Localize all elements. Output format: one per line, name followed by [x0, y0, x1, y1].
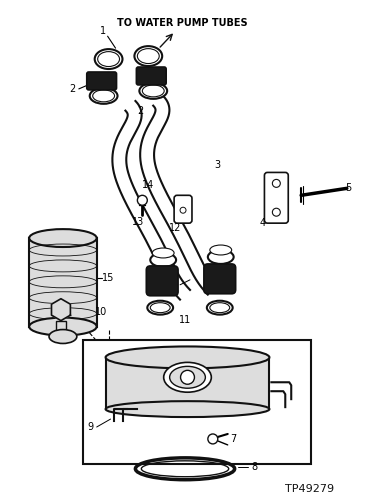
- Text: 5: 5: [346, 184, 352, 194]
- Bar: [106, 358, 269, 409]
- Text: 4: 4: [259, 218, 265, 228]
- Circle shape: [180, 207, 186, 213]
- Polygon shape: [52, 298, 70, 320]
- FancyBboxPatch shape: [174, 196, 192, 223]
- Ellipse shape: [147, 300, 173, 314]
- Ellipse shape: [98, 52, 120, 66]
- Ellipse shape: [137, 48, 159, 64]
- Text: 6: 6: [170, 280, 176, 290]
- Bar: [83, 340, 311, 464]
- Ellipse shape: [106, 401, 269, 417]
- Text: 2: 2: [137, 106, 144, 116]
- Ellipse shape: [29, 229, 97, 247]
- Text: 7: 7: [230, 434, 237, 444]
- Text: 15: 15: [102, 273, 115, 283]
- Text: 9: 9: [88, 422, 94, 432]
- Ellipse shape: [29, 318, 97, 336]
- Ellipse shape: [210, 302, 230, 312]
- Text: 13: 13: [132, 217, 144, 227]
- FancyBboxPatch shape: [264, 172, 288, 223]
- FancyBboxPatch shape: [146, 266, 178, 296]
- Circle shape: [272, 180, 280, 188]
- Ellipse shape: [150, 253, 176, 267]
- Text: 3: 3: [215, 160, 221, 170]
- Ellipse shape: [93, 90, 115, 102]
- Text: 1: 1: [100, 26, 106, 36]
- Circle shape: [180, 370, 194, 384]
- Circle shape: [137, 196, 147, 205]
- Ellipse shape: [152, 248, 174, 258]
- Ellipse shape: [170, 366, 205, 388]
- Bar: [29, 238, 97, 326]
- Ellipse shape: [106, 346, 269, 368]
- Circle shape: [272, 208, 280, 216]
- Bar: [56, 320, 66, 336]
- Text: 8: 8: [252, 462, 258, 472]
- Circle shape: [208, 434, 218, 444]
- Text: 11: 11: [179, 314, 191, 324]
- Text: 14: 14: [142, 180, 155, 190]
- Text: TO WATER PUMP TUBES: TO WATER PUMP TUBES: [117, 18, 247, 28]
- Ellipse shape: [90, 88, 118, 104]
- Ellipse shape: [143, 85, 164, 97]
- Text: 2: 2: [70, 84, 76, 94]
- Ellipse shape: [164, 362, 211, 392]
- Ellipse shape: [139, 83, 167, 99]
- Text: 12: 12: [169, 223, 181, 233]
- Ellipse shape: [95, 49, 123, 69]
- Text: 10: 10: [94, 306, 107, 316]
- FancyBboxPatch shape: [204, 264, 236, 294]
- Ellipse shape: [150, 302, 170, 312]
- Ellipse shape: [207, 300, 233, 314]
- Ellipse shape: [210, 245, 232, 255]
- Ellipse shape: [49, 330, 77, 344]
- FancyBboxPatch shape: [136, 67, 166, 85]
- Ellipse shape: [134, 46, 162, 66]
- Text: TP49279: TP49279: [285, 484, 334, 494]
- Ellipse shape: [208, 250, 233, 264]
- FancyBboxPatch shape: [87, 72, 117, 90]
